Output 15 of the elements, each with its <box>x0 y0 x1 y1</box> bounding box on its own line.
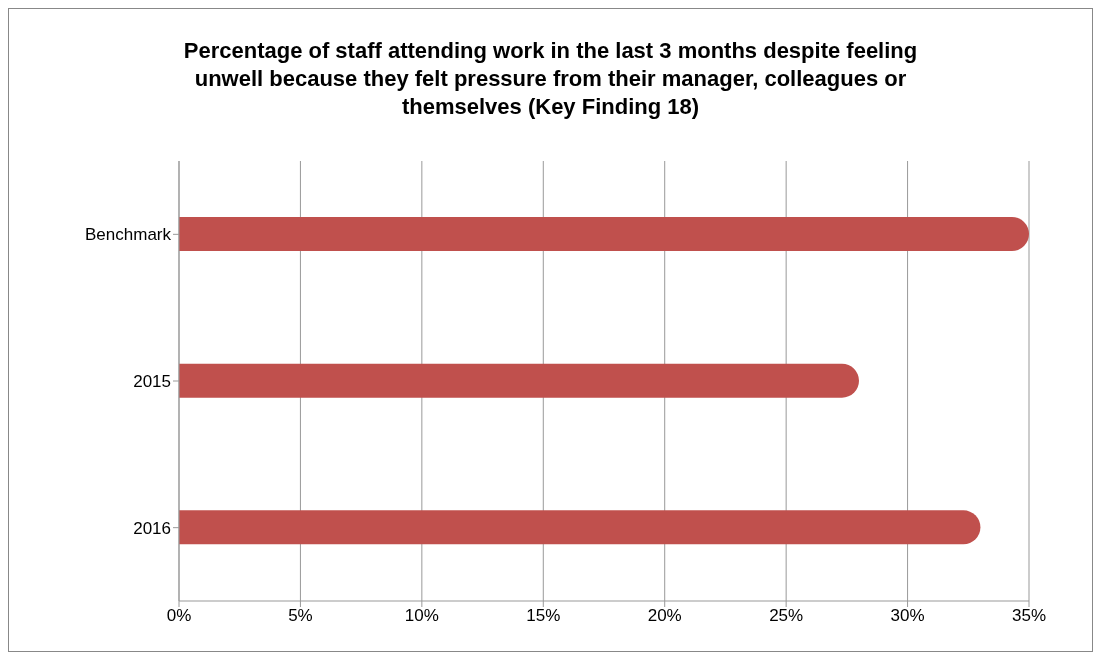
bar <box>179 510 981 545</box>
x-tick-label: 35% <box>1011 606 1047 626</box>
bar <box>179 363 859 398</box>
x-tick-label: 25% <box>769 606 804 626</box>
x-tick-label: 20% <box>647 606 682 626</box>
y-tick-label: 2015 <box>133 372 171 392</box>
y-tick-label: Benchmark <box>85 225 172 245</box>
y-tick-label: 2016 <box>133 518 171 538</box>
x-tick-label: 0% <box>166 606 192 626</box>
x-tick-label: 15% <box>526 606 561 626</box>
x-tick-label: 5% <box>288 606 313 626</box>
x-tick-label: 30% <box>890 606 925 626</box>
bar <box>179 217 1029 251</box>
chart-title: Percentage of staff attending work in the last 3 months despite feeling unwell because they felt pressure from their manager, colleagues or themselves (Key Finding 18) <box>182 37 919 121</box>
x-tick-label: 10% <box>404 606 439 626</box>
